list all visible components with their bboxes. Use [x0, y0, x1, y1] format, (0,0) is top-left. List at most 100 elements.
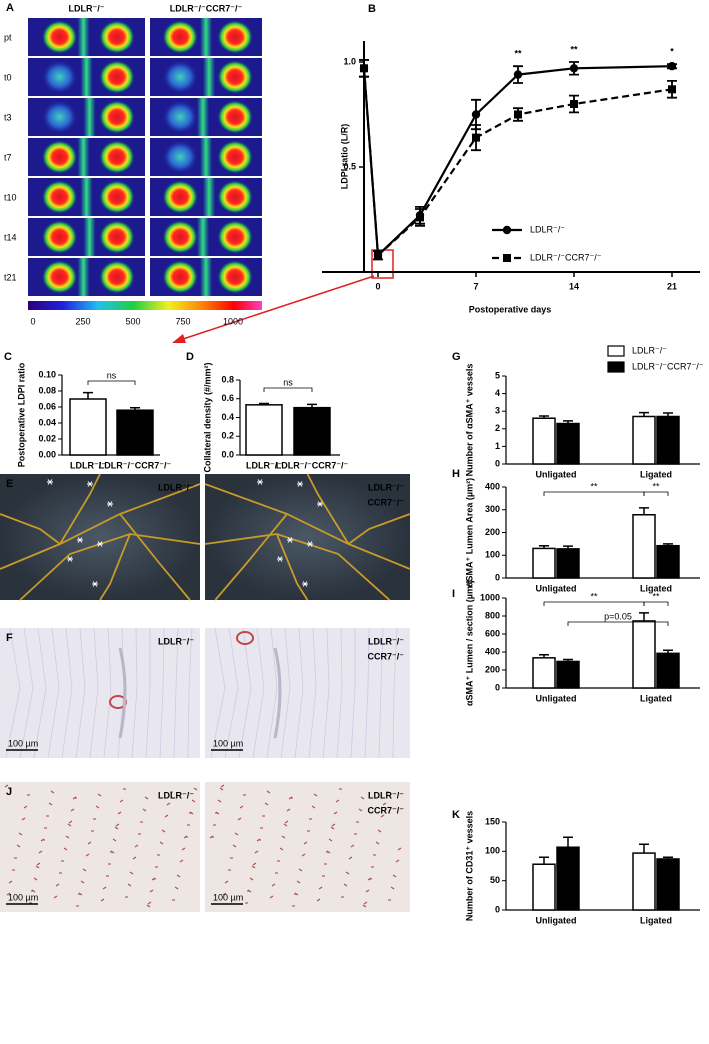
image-label: LDLR⁻/⁻ — [158, 790, 194, 800]
y-tick-label: 600 — [485, 628, 500, 638]
fiber-outline — [378, 627, 384, 759]
y-axis-label: Number of αSMA⁺ vessels — [464, 364, 474, 477]
data-point — [360, 64, 368, 73]
capillary — [114, 826, 119, 830]
legend-label: LDLR⁻/⁻CCR7⁻/⁻ — [530, 252, 602, 262]
capillary — [367, 877, 372, 881]
y-tick-label: 0 — [495, 682, 500, 692]
capillary — [395, 859, 400, 863]
panel-letter: E — [6, 478, 13, 490]
error-bar — [663, 543, 673, 546]
tail-signal — [83, 98, 96, 136]
data-point — [472, 133, 480, 142]
capillary — [249, 877, 254, 881]
x-tick-label: Unligated — [535, 693, 576, 703]
y-tick-label: 2 — [495, 423, 500, 433]
arrow — [179, 275, 375, 341]
capillary — [382, 802, 387, 806]
row-label: t10 — [4, 192, 17, 202]
capillary — [311, 805, 316, 809]
fiber-outline — [294, 627, 304, 759]
y-tick-label: 3 — [495, 406, 500, 416]
capillary — [390, 886, 395, 890]
vessel — [59, 473, 101, 545]
capillary — [269, 895, 274, 899]
capillary — [281, 835, 286, 839]
capillary — [193, 787, 198, 791]
tail-signal — [77, 138, 90, 176]
capillary — [331, 823, 336, 827]
colorbar-label: 0 — [30, 316, 35, 326]
fiber-outline — [238, 627, 252, 759]
capillary — [220, 784, 225, 788]
x-tick-label: Ligated — [640, 469, 672, 479]
y-tick-label: 800 — [485, 610, 500, 620]
legend-label: LDLR⁻/⁻ — [530, 224, 565, 234]
capillary — [80, 880, 85, 884]
legend-label: LDLR⁻/⁻CCR7⁻/⁻ — [632, 361, 704, 371]
capillary — [18, 832, 23, 836]
capillary — [119, 799, 124, 803]
capillary — [67, 823, 72, 827]
x-tick-label: 21 — [667, 281, 677, 291]
paw-signal — [217, 60, 254, 94]
bar — [632, 415, 656, 465]
x-tick-label: LDLR⁻/⁻CCR7⁻/⁻ — [276, 460, 349, 470]
data-point — [416, 213, 424, 222]
vessel — [214, 513, 288, 601]
vessel — [0, 513, 61, 545]
paw-signal — [41, 100, 78, 134]
capillary — [397, 847, 402, 851]
error-bar — [639, 411, 649, 417]
capillary — [256, 838, 261, 842]
x-tick-label: LDLR⁻/⁻ — [70, 460, 106, 470]
capillary — [335, 799, 340, 803]
bracket — [567, 621, 669, 626]
capillary — [149, 889, 154, 893]
capillary — [303, 841, 308, 845]
paw-signal — [98, 60, 135, 94]
bracket — [543, 491, 645, 496]
collateral-marker — [107, 501, 113, 507]
capillary — [288, 796, 293, 800]
vessel — [119, 513, 191, 601]
paw-signal — [41, 180, 78, 214]
capillary — [284, 820, 289, 824]
capillary — [68, 820, 73, 824]
paw-signal — [217, 220, 254, 254]
row-label: t14 — [4, 232, 17, 242]
series-line — [362, 65, 673, 258]
fiber-outline — [5, 627, 21, 759]
significance: ns — [107, 370, 117, 380]
scale-bar-label: 100 µm — [213, 892, 243, 902]
panel-letter: D — [186, 351, 194, 363]
bracket — [643, 601, 669, 606]
x-tick-label: Unligated — [535, 469, 576, 479]
y-tick-label: 0 — [495, 572, 500, 582]
panel-letter: C — [4, 351, 12, 363]
capillary — [222, 892, 227, 896]
collateral-marker — [87, 481, 93, 487]
fiber-outline — [159, 627, 165, 759]
row-label: t21 — [4, 272, 17, 282]
colorbar-label: 1000 — [223, 316, 243, 326]
bar — [656, 858, 680, 911]
data-point — [471, 110, 481, 119]
y-tick-label: 100 — [485, 846, 500, 856]
capillary — [318, 886, 323, 890]
error-bar — [639, 612, 649, 621]
fiber-outline — [131, 627, 138, 759]
collateral-marker — [77, 537, 83, 543]
capillary — [8, 880, 13, 884]
capillary — [362, 904, 367, 908]
capillary — [251, 865, 256, 869]
error-bar — [83, 391, 93, 399]
micrograph — [205, 474, 410, 600]
bar — [116, 409, 154, 456]
paw-signal — [162, 220, 199, 254]
significance: ** — [590, 481, 598, 491]
capillary — [40, 838, 45, 842]
capillary — [219, 787, 224, 791]
x-tick-label: 14 — [569, 281, 579, 291]
bar — [656, 652, 680, 689]
